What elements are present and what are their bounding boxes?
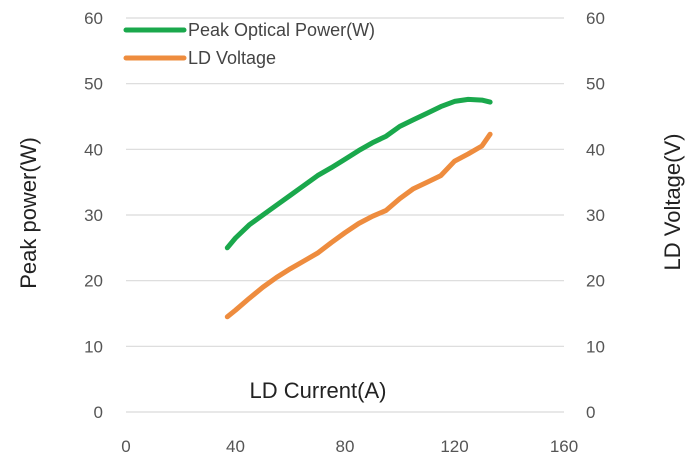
y2-tick-label: 0: [586, 403, 595, 422]
gridlines: [126, 17, 564, 413]
y-axis-title: Peak power(W): [16, 137, 41, 289]
y2-tick-label: 20: [586, 272, 605, 291]
y-tick-label: 0: [94, 403, 103, 422]
y2-tick-label: 60: [586, 9, 605, 28]
y-tick-label: 20: [84, 272, 103, 291]
y2-tick-label: 40: [586, 140, 605, 159]
x-tick-label: 160: [550, 437, 578, 456]
y2-tick-label: 50: [586, 75, 605, 94]
y-tick-label: 30: [84, 206, 103, 225]
x-tick-label: 120: [440, 437, 468, 456]
series-line-0: [224, 96, 493, 251]
y-tick-label: 40: [84, 140, 103, 159]
series-lines: [224, 96, 493, 320]
x-tick-label: 80: [336, 437, 355, 456]
legend-label-1: LD Voltage: [188, 48, 276, 68]
y-tick-label: 60: [84, 9, 103, 28]
y2-tick-label: 10: [586, 337, 605, 356]
x-tick-label: 0: [121, 437, 130, 456]
y-tick-label: 50: [84, 75, 103, 94]
legend: Peak Optical Power(W) LD Voltage: [123, 20, 375, 68]
tick-labels: 0 10 20 30 40 50 60 0 10 20 30 40 50 60 0 40 80 120 160: [84, 9, 605, 456]
x-tick-label: 40: [226, 437, 245, 456]
y2-axis-title: LD Voltage(V): [660, 134, 685, 271]
x-axis-title: LD Current(A): [250, 378, 387, 403]
y-tick-label: 10: [84, 337, 103, 356]
legend-label-0: Peak Optical Power(W): [188, 20, 375, 40]
series-line-1: [224, 131, 493, 320]
y2-tick-label: 30: [586, 206, 605, 225]
